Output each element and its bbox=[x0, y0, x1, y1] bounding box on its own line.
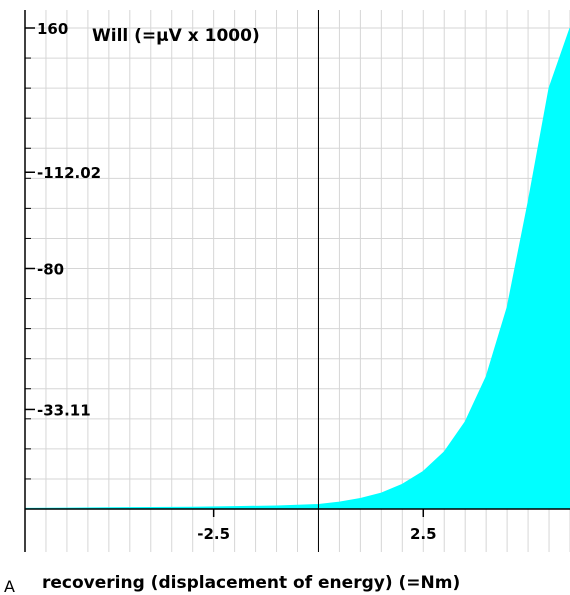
x-tick-label: -2.5 bbox=[197, 525, 230, 543]
y-axis-label: Will (=µV x 1000) bbox=[92, 26, 260, 46]
panel-label: A bbox=[4, 577, 15, 595]
x-tick-label: 2.5 bbox=[410, 525, 437, 543]
y-tick-label: -112.02 bbox=[37, 164, 101, 182]
area-series-0 bbox=[24, 27, 570, 510]
y-tick-label: -80 bbox=[37, 261, 64, 279]
y-tick-label: 160 bbox=[37, 20, 68, 38]
x-axis-label: recovering (displacement of energy) (=Nm… bbox=[42, 573, 460, 593]
y-tick-label: -33.11 bbox=[37, 401, 91, 419]
